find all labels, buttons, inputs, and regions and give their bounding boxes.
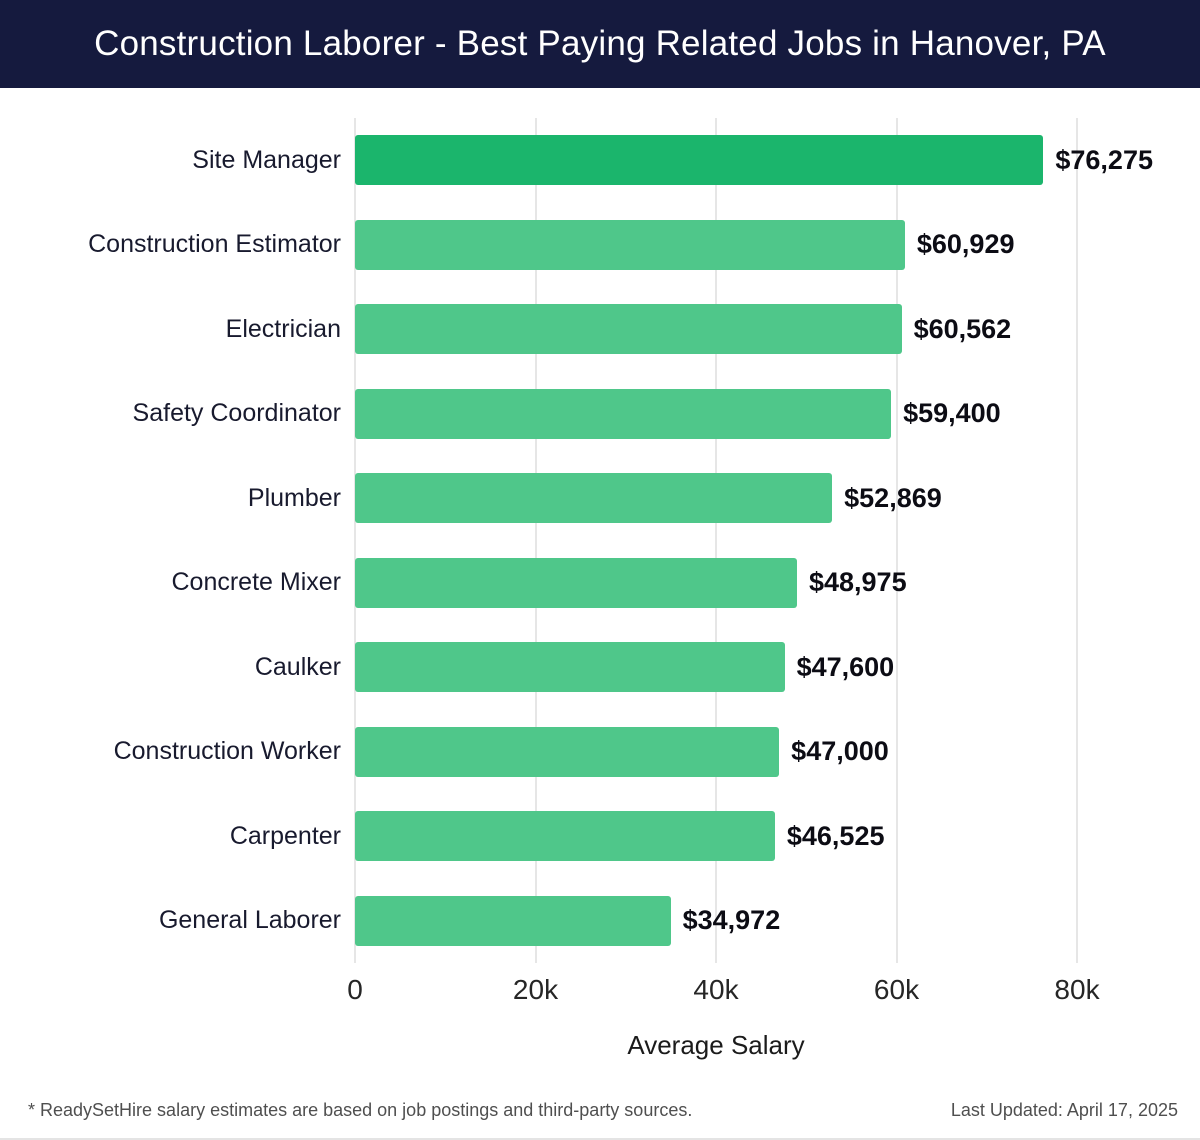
category-label: Safety Coordinator xyxy=(132,399,341,428)
chart-header: Construction Laborer - Best Paying Relat… xyxy=(0,0,1200,88)
bar-value-label: $47,600 xyxy=(796,651,895,682)
bar-value-label: $47,000 xyxy=(791,736,889,767)
category-label: General Laborer xyxy=(158,906,341,935)
bar xyxy=(355,388,892,439)
x-axis-title: Average Salary xyxy=(627,1030,805,1060)
bar xyxy=(355,726,780,777)
category-label: Plumber xyxy=(247,483,341,512)
bar xyxy=(355,304,902,355)
gridline xyxy=(895,118,898,963)
bar xyxy=(355,219,905,270)
x-tick-label: 0 xyxy=(347,974,363,1005)
chart-title: Construction Laborer - Best Paying Relat… xyxy=(94,24,1106,63)
gridline xyxy=(534,118,537,963)
gridline xyxy=(715,118,717,963)
plot-area: $76,275 $60,929 $60,562 $59,400 $52,869 $48,9… xyxy=(354,118,1153,963)
category-label: Construction Estimator xyxy=(88,230,341,259)
x-tick-label: 60k xyxy=(873,974,920,1005)
category-label: Electrician xyxy=(225,314,341,343)
category-label: Site Manager xyxy=(192,145,341,174)
category-label: Caulker xyxy=(254,652,341,681)
bar-value-label: $34,972 xyxy=(682,905,781,936)
gridline xyxy=(354,118,356,963)
bar-value-label: $76,275 xyxy=(1055,144,1153,175)
x-tick-label: 20k xyxy=(512,974,559,1005)
x-tick-label: 80k xyxy=(1054,974,1100,1005)
bar-value-label: $48,975 xyxy=(808,567,907,598)
last-updated: Last Updated: April 17, 2025 xyxy=(950,1100,1178,1120)
bar-value-label: $60,562 xyxy=(913,313,1012,344)
x-tick-label: 40k xyxy=(693,974,739,1005)
bar xyxy=(355,557,797,608)
bar xyxy=(355,811,775,862)
bar-value-label: $52,869 xyxy=(844,482,942,513)
category-label: Carpenter xyxy=(229,821,341,850)
bar xyxy=(355,135,1044,186)
bar-value-label: $46,525 xyxy=(786,820,885,851)
source-note: * ReadySetHire salary estimates are base… xyxy=(28,1100,693,1120)
bar-value-label: $59,400 xyxy=(903,398,1001,429)
bar xyxy=(355,895,671,946)
category-label: Construction Worker xyxy=(113,737,341,766)
bar xyxy=(355,642,785,693)
gridline xyxy=(1076,118,1078,963)
bar-value-label: $60,929 xyxy=(916,229,1015,260)
bar xyxy=(355,473,833,524)
category-label: Concrete Mixer xyxy=(171,568,342,597)
